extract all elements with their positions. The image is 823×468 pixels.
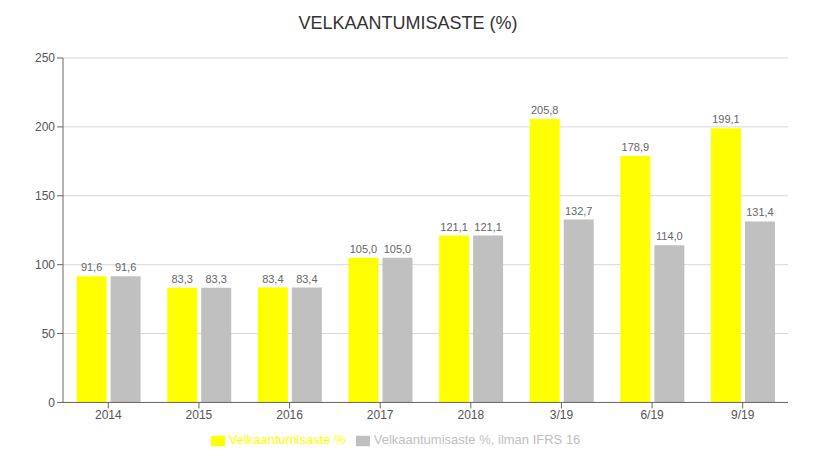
- svg-text:83,3: 83,3: [206, 273, 227, 285]
- svg-text:3/19: 3/19: [550, 408, 574, 422]
- svg-text:150: 150: [35, 189, 55, 203]
- svg-text:105,0: 105,0: [350, 243, 378, 255]
- svg-text:2015: 2015: [186, 408, 213, 422]
- svg-text:121,1: 121,1: [474, 221, 502, 233]
- svg-text:178,9: 178,9: [622, 141, 650, 153]
- svg-text:91,6: 91,6: [115, 261, 136, 273]
- svg-text:83,3: 83,3: [172, 273, 193, 285]
- svg-text:2017: 2017: [367, 408, 394, 422]
- svg-text:83,4: 83,4: [296, 273, 317, 285]
- svg-text:100: 100: [35, 258, 55, 272]
- svg-text:131,4: 131,4: [746, 206, 774, 218]
- svg-text:2016: 2016: [276, 408, 303, 422]
- html-text:Velkaantumisaste %, ilman IFRS: Velkaantumisaste %, ilman IFRS 16: [373, 432, 581, 448]
- svg-text:2018: 2018: [457, 408, 484, 422]
- html-text:Velkaantumisaste %: Velkaantumisaste %: [228, 432, 346, 448]
- svg-text:83,4: 83,4: [262, 273, 283, 285]
- html-text:VELKAANTUMISASTE (%): VELKAANTUMISASTE (%): [298, 13, 518, 33]
- svg-text:6/19: 6/19: [640, 408, 664, 422]
- svg-text:200: 200: [35, 120, 55, 134]
- svg-text:105,0: 105,0: [384, 243, 412, 255]
- svg-text:9/19: 9/19: [731, 408, 755, 422]
- svg-text:2014: 2014: [95, 408, 122, 422]
- svg-text:121,1: 121,1: [440, 221, 468, 233]
- svg-text:91,6: 91,6: [81, 261, 102, 273]
- svg-text:250: 250: [35, 51, 55, 65]
- svg-text:114,0: 114,0: [656, 230, 683, 242]
- svg-text:0: 0: [48, 396, 55, 410]
- svg-text:132,7: 132,7: [565, 205, 593, 217]
- svg-text:205,8: 205,8: [531, 104, 559, 116]
- svg-text:50: 50: [42, 327, 56, 341]
- svg-text:199,1: 199,1: [712, 113, 740, 125]
